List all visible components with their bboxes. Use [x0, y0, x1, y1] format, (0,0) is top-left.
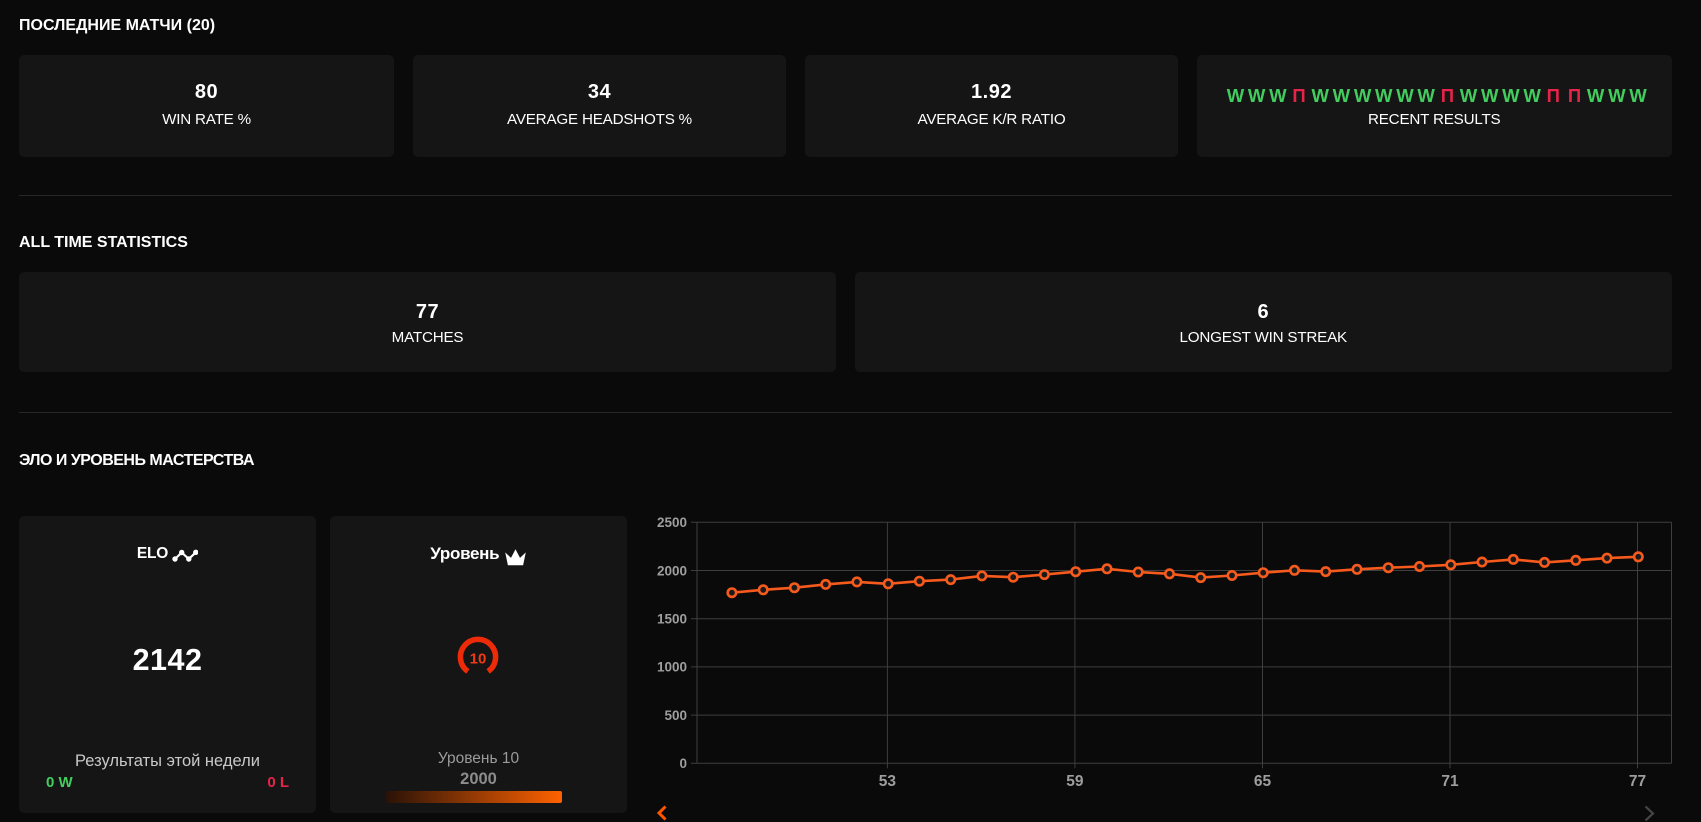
svg-text:500: 500 [664, 708, 687, 723]
svg-text:53: 53 [879, 773, 897, 790]
svg-text:10: 10 [470, 651, 487, 668]
svg-text:2000: 2000 [657, 563, 687, 578]
svg-text:77: 77 [1629, 773, 1646, 790]
svg-text:59: 59 [1066, 773, 1084, 790]
svg-text:65: 65 [1254, 773, 1272, 790]
svg-text:1000: 1000 [657, 660, 687, 675]
svg-text:1500: 1500 [657, 612, 687, 627]
svg-text:2500: 2500 [657, 515, 687, 530]
svg-text:0: 0 [679, 756, 687, 771]
svg-text:71: 71 [1441, 773, 1459, 790]
